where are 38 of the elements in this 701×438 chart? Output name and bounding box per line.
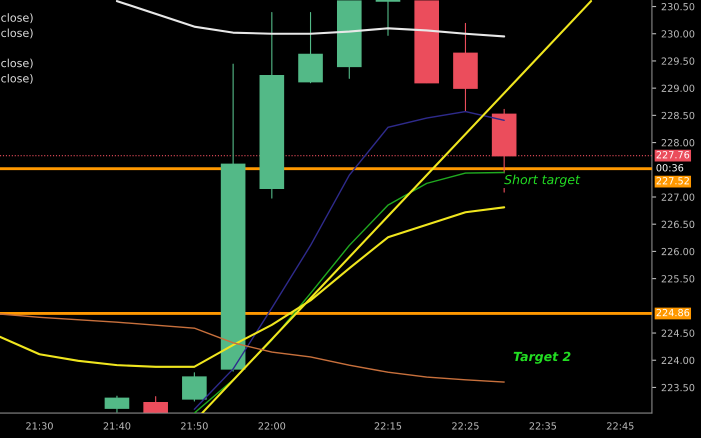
candlestick bbox=[104, 396, 130, 412]
ref-line-label: 227.52 bbox=[656, 177, 689, 184]
x-tick-label: 21:50 bbox=[181, 422, 208, 430]
x-tick-label: 22:45 bbox=[607, 422, 634, 430]
ref-line-label: 227.76 bbox=[656, 151, 690, 158]
y-tick-label: 229.00 bbox=[662, 84, 694, 92]
text: 00:36 bbox=[656, 164, 684, 172]
y-tick-label: 224.50 bbox=[662, 330, 694, 337]
x-tick-label: 22:15 bbox=[374, 422, 402, 430]
annotation: close) bbox=[1, 58, 33, 69]
line-series bbox=[194, 110, 505, 410]
y-tick-label: 225.50 bbox=[662, 275, 694, 282]
x-tick-label: 22:00 bbox=[258, 422, 286, 430]
y-tick-label: 228.50 bbox=[662, 112, 694, 120]
y-tick-label: 224.00 bbox=[662, 356, 694, 364]
candlestick bbox=[376, 0, 400, 36]
y-tick-label: 230.00 bbox=[662, 30, 694, 38]
annotation: close) bbox=[1, 28, 33, 38]
x-tick-label: 21:40 bbox=[104, 422, 130, 430]
y-tick-label: 227.00 bbox=[662, 193, 694, 201]
annotation: Short target bbox=[504, 174, 580, 187]
line-series bbox=[0, 313, 505, 383]
annotation: Target 2 bbox=[514, 352, 570, 364]
annotation: close) bbox=[1, 74, 33, 84]
annotation: close) bbox=[1, 13, 33, 24]
y-tick-label: 228.00 bbox=[662, 139, 694, 146]
y-tick-label: 223.50 bbox=[662, 384, 694, 392]
x-tick-label: 22:35 bbox=[530, 422, 556, 430]
y-tick-label: 226.00 bbox=[662, 248, 694, 256]
candlestick bbox=[143, 396, 168, 414]
x-tick-label: 22:25 bbox=[452, 422, 479, 430]
line-series bbox=[116, 0, 506, 38]
y-tick-label: 229.50 bbox=[662, 57, 694, 65]
y-tick-label: 230.50 bbox=[662, 3, 694, 10]
y-tick-label: 226.50 bbox=[662, 220, 694, 228]
ref-line-label: 224.86 bbox=[656, 308, 690, 316]
candlestick bbox=[182, 372, 207, 402]
x-tick-label: 21:30 bbox=[26, 422, 53, 430]
